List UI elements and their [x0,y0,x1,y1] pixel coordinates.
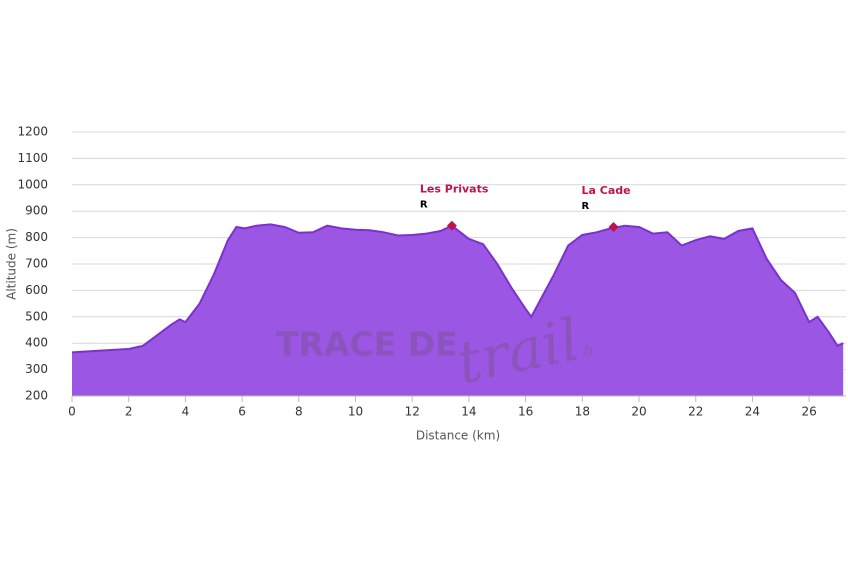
y-tick-label: 1100 [17,151,48,165]
x-tick-label: 22 [688,405,703,419]
y-tick-label: 1000 [17,177,48,191]
annotation-marker-label: R [420,200,428,211]
annotation-marker-label: R [582,201,590,212]
x-tick-label: 8 [295,405,303,419]
watermark-brand: TRACE DE [276,325,458,364]
x-tick-label: 16 [518,405,533,419]
annotation-label: Les Privats [420,183,489,196]
x-tick-label: 24 [745,405,760,419]
x-tick-label: 0 [68,405,76,419]
y-tick-label: 300 [25,362,48,376]
y-tick-label: 900 [25,204,48,218]
x-tick-label: 2 [125,405,133,419]
watermark-suffix: .fr [580,345,595,360]
y-tick-label: 800 [25,230,48,244]
line [71,223,844,354]
y-tick-label: 200 [25,389,48,403]
area [72,224,844,396]
annotation-label: La Cade [582,184,631,197]
x-tick-label: 12 [405,405,420,419]
y-axis-label: Altitude (m) [5,228,19,300]
x-tick-label: 18 [575,405,590,419]
x-tick-label: 4 [182,405,190,419]
y-tick-label: 600 [25,283,48,297]
y-tick-label: 500 [25,309,48,323]
x-axis-label: Distance (km) [416,429,500,443]
x-tick-label: 20 [631,405,646,419]
y-tick-label: 400 [25,336,48,350]
y-tick-label: 1200 [17,125,48,139]
annotation-marker [608,222,619,233]
x-tick-label: 14 [461,405,476,419]
annotation-marker [446,220,457,231]
y-tick-label: 700 [25,257,48,271]
x-tick-label: 6 [238,405,246,419]
x-tick-label: 10 [348,405,363,419]
x-tick-label: 26 [802,405,817,419]
